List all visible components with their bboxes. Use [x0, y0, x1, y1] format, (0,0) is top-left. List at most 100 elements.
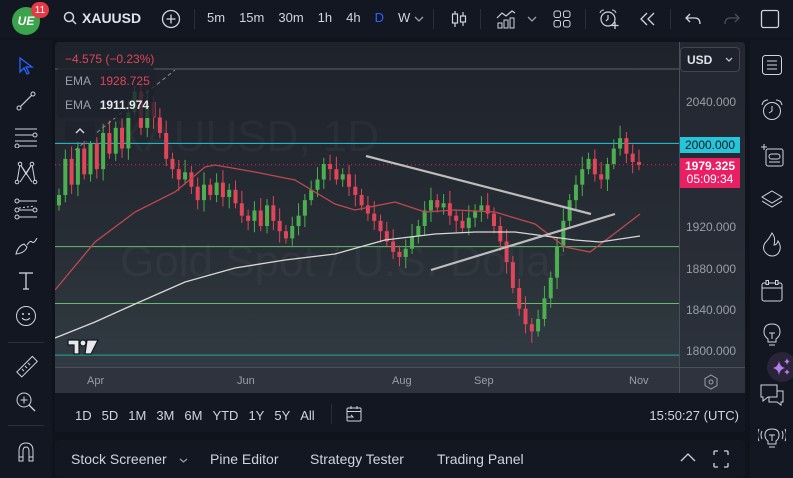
- candle-body: [611, 148, 616, 164]
- chevron-down-icon: [725, 57, 733, 62]
- range-1d[interactable]: 1D: [75, 408, 92, 423]
- interval-4h[interactable]: 4h: [346, 10, 361, 25]
- horizontal-lines-icon: [14, 128, 38, 148]
- interval-1h[interactable]: 1h: [317, 10, 333, 25]
- candle-body: [599, 174, 604, 180]
- replay-button[interactable]: [637, 8, 659, 30]
- emoji-tool[interactable]: [10, 302, 42, 330]
- chart-settings-button[interactable]: [703, 374, 719, 390]
- interval-15m[interactable]: 15m: [239, 10, 265, 25]
- top-toolbar: UE 11 XAUUSD 5m 15m 30m 1h 4h D W: [0, 0, 793, 38]
- layers-button[interactable]: [757, 184, 787, 214]
- candle-body: [233, 189, 238, 204]
- symbol-search[interactable]: XAUUSD: [63, 10, 141, 26]
- candle-body: [618, 138, 623, 149]
- broadcast-bulb-icon: [758, 428, 786, 448]
- tab-stock-screener[interactable]: Stock Screener: [71, 451, 188, 467]
- indicators-button[interactable]: [494, 8, 518, 30]
- undo-button[interactable]: [683, 8, 703, 30]
- candle-body: [113, 127, 118, 154]
- text-tool[interactable]: [10, 267, 42, 295]
- tab-strategy-tester[interactable]: Strategy Tester: [310, 451, 404, 467]
- chats-button[interactable]: [757, 380, 787, 410]
- redo-button[interactable]: [722, 8, 742, 30]
- zoom-tool[interactable]: [10, 388, 42, 416]
- range-ytd[interactable]: YTD: [212, 408, 239, 423]
- descending-trendline[interactable]: [365, 154, 592, 216]
- price-plot[interactable]: [55, 42, 679, 367]
- compare-symbol-button[interactable]: [160, 8, 182, 30]
- expand-panel-button[interactable]: [680, 453, 696, 462]
- notifications-button[interactable]: [757, 423, 787, 453]
- candle-body: [296, 215, 301, 226]
- measure-tool[interactable]: [10, 353, 42, 381]
- range-3m[interactable]: 3M: [156, 408, 175, 423]
- range-6m[interactable]: 6M: [184, 408, 203, 423]
- range-all[interactable]: All: [300, 408, 315, 423]
- tab-pine-editor[interactable]: Pine Editor: [210, 451, 279, 467]
- interval-5m[interactable]: 5m: [207, 10, 226, 25]
- cursor-tool[interactable]: [10, 52, 42, 80]
- indicators-dropdown[interactable]: [526, 8, 538, 30]
- separator: [670, 9, 671, 29]
- watchlist-button[interactable]: [757, 50, 787, 80]
- chart-area[interactable]: XAUUSD, 1D Gold Spot / U.S. Dollar −4.57…: [55, 42, 745, 432]
- candle-body: [359, 195, 364, 206]
- calendar-button[interactable]: [757, 276, 787, 306]
- text-icon: [19, 272, 33, 290]
- range-5y[interactable]: 5Y: [274, 408, 291, 423]
- interval-w[interactable]: W: [397, 10, 411, 25]
- smiley-icon: [16, 306, 36, 326]
- candle-body: [460, 220, 465, 229]
- currency-label: USD: [687, 52, 713, 67]
- candle-body: [523, 308, 528, 325]
- hotlists-button[interactable]: [757, 229, 787, 259]
- interval-dropdown[interactable]: [412, 8, 426, 30]
- range-5d[interactable]: 5D: [101, 408, 119, 423]
- trend-line-tool[interactable]: [10, 87, 42, 115]
- alerts-button[interactable]: [757, 95, 787, 125]
- ema-slow-value: 1911.974: [99, 98, 150, 112]
- fullscreen-button[interactable]: [759, 8, 781, 30]
- ascending-trendline[interactable]: [430, 212, 616, 272]
- candle-body: [391, 241, 396, 252]
- pattern-tool[interactable]: [10, 159, 42, 187]
- maximize-panel-button[interactable]: [713, 450, 729, 468]
- price-label-1840: 1840.000: [686, 303, 737, 317]
- range-1m[interactable]: 1M: [128, 408, 147, 423]
- ema-fast-row: EMA 1928.725: [65, 74, 150, 88]
- candle-body: [302, 200, 307, 216]
- layouts-button[interactable]: [552, 8, 572, 30]
- create-alert-button[interactable]: [598, 8, 620, 30]
- object-tree-button[interactable]: [757, 140, 787, 170]
- tradingview-logo[interactable]: [67, 339, 99, 355]
- ema-slow-line[interactable]: [55, 231, 641, 339]
- interval-30m[interactable]: 30m: [278, 10, 304, 25]
- chart-type-button[interactable]: [448, 8, 470, 30]
- brush-tool[interactable]: [10, 231, 42, 259]
- horizontal-lines-tool[interactable]: [10, 123, 42, 151]
- separator: [480, 9, 481, 29]
- candle-body: [428, 200, 433, 211]
- ai-assistant-button[interactable]: [767, 352, 793, 382]
- magnet-tool[interactable]: [10, 438, 42, 466]
- collapse-legend-button[interactable]: [65, 121, 95, 141]
- interval-d[interactable]: D: [374, 10, 384, 25]
- fib-tool[interactable]: [10, 195, 42, 223]
- tab-trading-panel[interactable]: Trading Panel: [437, 451, 524, 467]
- separator: [331, 404, 332, 424]
- time-label-aug: Aug: [392, 375, 412, 387]
- separator: [8, 342, 44, 343]
- alarm-plus-icon: [599, 9, 619, 29]
- ideas-button[interactable]: [757, 320, 787, 350]
- separator: [585, 9, 586, 29]
- range-1y[interactable]: 1Y: [248, 408, 265, 423]
- currency-selector[interactable]: USD: [680, 47, 740, 72]
- utc-clock[interactable]: 15:50:27 (UTC): [649, 408, 739, 423]
- price-axis[interactable]: 2040.000 1920.000 1880.000 1840.000 1800…: [679, 42, 745, 367]
- tv-logo-icon: [67, 339, 99, 355]
- go-to-date-button[interactable]: [345, 405, 363, 423]
- time-axis[interactable]: Apr Jun Aug Sep Nov: [55, 367, 745, 394]
- ema-fast-line[interactable]: [55, 164, 641, 291]
- calendar-arrow-icon: [346, 406, 362, 422]
